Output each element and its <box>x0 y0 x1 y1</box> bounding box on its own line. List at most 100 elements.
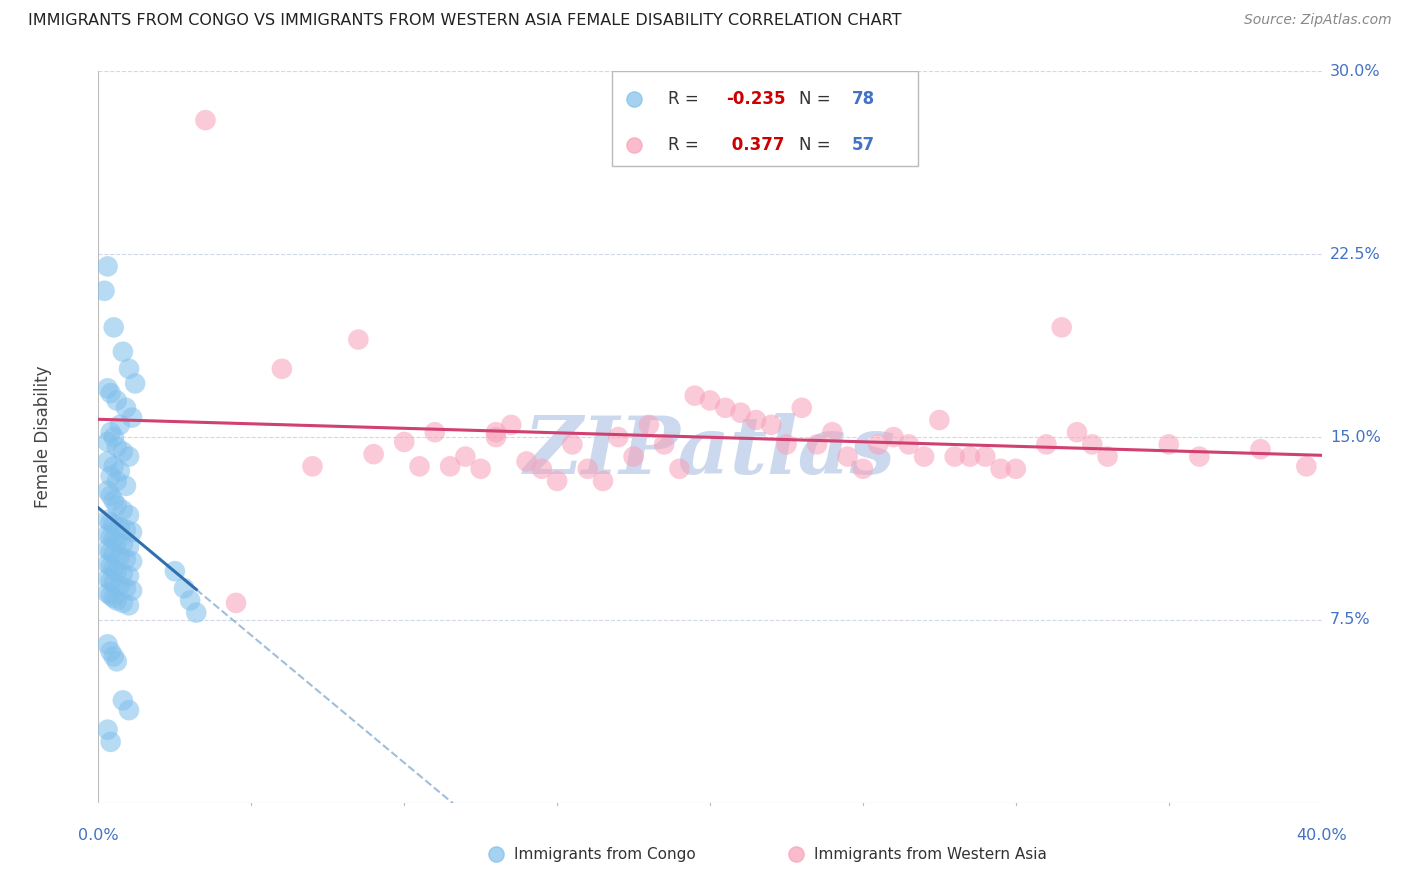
Point <box>97 572 120 586</box>
Point <box>775 437 797 451</box>
Point <box>121 525 143 540</box>
Point <box>97 434 120 449</box>
Point <box>105 499 128 513</box>
Point <box>623 450 645 464</box>
Point <box>111 693 134 707</box>
Point <box>821 425 844 440</box>
Point <box>454 450 477 464</box>
Point <box>118 569 141 583</box>
Point <box>759 417 782 432</box>
Point <box>118 703 141 717</box>
Point <box>97 483 120 498</box>
Point <box>111 344 134 359</box>
Point <box>423 425 446 440</box>
Text: 0.377: 0.377 <box>725 136 785 153</box>
Point <box>607 430 630 444</box>
Point <box>97 513 120 527</box>
Point <box>439 459 461 474</box>
Point <box>485 425 508 440</box>
Point <box>959 450 981 464</box>
Point <box>108 549 131 564</box>
Point <box>105 474 128 488</box>
Point <box>118 599 141 613</box>
Point <box>408 459 430 474</box>
Point <box>97 527 120 541</box>
Text: Source: ZipAtlas.com: Source: ZipAtlas.com <box>1244 13 1392 28</box>
Point <box>103 547 125 561</box>
Point <box>111 444 134 458</box>
Point <box>576 462 599 476</box>
Point <box>912 450 935 464</box>
Point <box>108 417 131 432</box>
Point <box>103 562 125 576</box>
Point <box>100 589 122 603</box>
Point <box>118 508 141 522</box>
Point <box>470 462 492 476</box>
Point <box>118 540 141 554</box>
Point <box>699 393 721 408</box>
Point <box>105 593 128 607</box>
Point <box>270 361 292 376</box>
Point <box>990 462 1012 476</box>
Text: 57: 57 <box>852 136 875 153</box>
Point <box>105 440 128 454</box>
Text: 22.5%: 22.5% <box>1330 247 1381 261</box>
Point <box>121 583 143 598</box>
Point <box>111 537 134 551</box>
Point <box>592 474 614 488</box>
Text: N =: N = <box>800 90 837 108</box>
Point <box>852 462 875 476</box>
Point <box>225 596 247 610</box>
Text: Female Disability: Female Disability <box>34 366 52 508</box>
Point <box>115 479 138 493</box>
Text: 15.0%: 15.0% <box>1330 430 1381 444</box>
Point <box>115 552 138 566</box>
Point <box>837 450 859 464</box>
Text: 40.0%: 40.0% <box>1296 828 1347 843</box>
Point <box>501 417 523 432</box>
Text: N =: N = <box>800 136 837 153</box>
Point <box>194 113 217 128</box>
Point <box>163 564 186 578</box>
Point <box>97 454 120 468</box>
Point <box>1249 442 1271 457</box>
Point <box>100 645 122 659</box>
Point <box>100 735 122 749</box>
Point <box>363 447 385 461</box>
Point <box>103 576 125 591</box>
Point <box>118 361 141 376</box>
Point <box>530 462 553 476</box>
Point <box>97 260 120 274</box>
FancyBboxPatch shape <box>612 71 918 167</box>
Point <box>301 459 323 474</box>
Text: 78: 78 <box>852 90 875 108</box>
Point <box>745 413 768 427</box>
Point <box>974 450 997 464</box>
Point <box>97 381 120 395</box>
Point <box>1050 320 1073 334</box>
Point <box>928 413 950 427</box>
Point <box>1004 462 1026 476</box>
Text: 0.0%: 0.0% <box>79 828 118 843</box>
Point <box>392 434 416 449</box>
Point <box>100 574 122 588</box>
Point <box>111 566 134 581</box>
Point <box>97 586 120 600</box>
Point <box>100 544 122 558</box>
Point <box>97 542 120 557</box>
Point <box>115 401 138 415</box>
Point <box>637 417 661 432</box>
Point <box>105 654 128 668</box>
Point <box>103 320 125 334</box>
Point <box>516 454 538 468</box>
Point <box>806 437 828 451</box>
Point <box>108 579 131 593</box>
Point <box>118 450 141 464</box>
Point <box>103 493 125 508</box>
Point <box>790 401 813 415</box>
Point <box>103 533 125 547</box>
Point <box>943 450 966 464</box>
Point <box>103 459 125 474</box>
Point <box>115 523 138 537</box>
Text: 30.0%: 30.0% <box>1330 64 1381 78</box>
